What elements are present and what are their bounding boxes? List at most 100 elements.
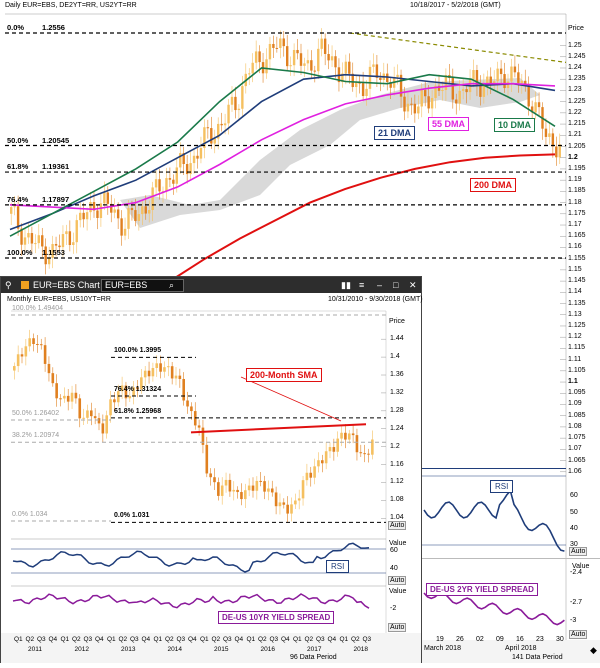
monthly-quarter-label: Q2 (118, 636, 128, 643)
monthly-price-tick: 1.32 (390, 388, 404, 396)
daily-candle-body (427, 96, 430, 109)
monthly-year-label: 2013 (121, 646, 136, 653)
monthly-candle-body (16, 354, 20, 367)
fib-level-value: 1.17897 (42, 194, 70, 204)
menu-icon[interactable]: ≡ (359, 280, 365, 290)
daily-data-period: 141 Data Period (512, 654, 563, 661)
label-55-dma: 55 DMA (428, 117, 470, 131)
monthly-rsi-auto[interactable]: Auto (388, 576, 407, 585)
daily-candle-body (41, 235, 44, 247)
monthly-rsi-tick: 40 (390, 565, 398, 572)
monthly-candle-body (240, 492, 243, 500)
monthly-fib-label: 76.4% 1.31324 (114, 385, 162, 393)
monthly-quarter-label: Q3 (176, 636, 186, 643)
price-tick-label: 1.18 (568, 198, 582, 206)
daily-candle-body (358, 82, 361, 84)
daily-spread-auto[interactable]: Auto (569, 630, 588, 639)
daily-candle-body (420, 90, 423, 107)
monthly-quarter-label: Q1 (14, 636, 23, 643)
close-button[interactable]: ✕ (409, 280, 417, 290)
daily-candle-body (289, 65, 292, 67)
search-icon[interactable]: ⌕ (169, 280, 175, 290)
monthly-year-label: 2016 (260, 646, 275, 653)
dma-55-line (9, 82, 556, 211)
monthly-candle-body (332, 447, 336, 452)
price-tick-label: 1.235 (568, 75, 586, 83)
daily-candle-body (96, 210, 99, 218)
monthly-candle-body (363, 453, 366, 455)
monthly-candle-body (13, 366, 16, 371)
daily-candle-body (89, 202, 92, 213)
price-tick-label: 1.125 (568, 321, 586, 329)
daily-candle-body (458, 90, 461, 104)
monthly-spread-tick: -2 (390, 605, 397, 612)
monthly-quarter-label: Q2 (72, 636, 81, 643)
price-tick-label: 1.215 (568, 120, 586, 128)
monthly-candle-body (47, 363, 51, 374)
monthly-candle-body (143, 370, 147, 378)
daily-candle-body (10, 207, 13, 214)
monthly-candle-body (263, 481, 266, 492)
daily-candle-body (361, 83, 365, 97)
monthly-candle-body (244, 490, 247, 500)
daily-candle-body (351, 73, 354, 88)
daily-x-label: 23 (536, 636, 544, 643)
monthly-candle-body (147, 370, 151, 377)
daily-candle-body (396, 74, 399, 78)
fib-level-pct: 76.4% (7, 194, 29, 204)
daily-rsi-auto[interactable]: Auto (569, 547, 588, 556)
monthly-candle-body (59, 398, 62, 400)
monthly-candle-body (20, 354, 24, 357)
window-titlebar[interactable]: ⚲ EUR=EBS Chart EUR=EBS ⌕ ▮▮ ≡ – □ ✕ (1, 277, 421, 293)
minimize-button[interactable]: – (377, 280, 383, 290)
daily-candle-body (279, 38, 282, 48)
label-10-dma: 10 DMA (494, 118, 536, 132)
monthly-candle-body (190, 406, 193, 412)
daily-candle-body (344, 61, 348, 74)
monthly-candle-body (128, 395, 132, 399)
daily-range: 10/18/2017 - 5/2/2018 (GMT) (410, 2, 501, 9)
price-tick-label: 1.09 (568, 400, 582, 408)
daily-candle-body (254, 51, 258, 63)
monthly-candle-body (39, 344, 43, 346)
link-icon[interactable]: ⚲ (5, 280, 12, 290)
monthly-quarter-label: Q1 (107, 636, 116, 643)
daily-candle-body (230, 96, 234, 105)
daily-candle-body (20, 228, 23, 245)
monthly-quarter-label: Q3 (316, 636, 325, 643)
monthly-fib-label: 100.0% 1.3995 (114, 347, 162, 355)
monthly-quarter-label: Q1 (60, 636, 70, 643)
monthly-fib-label: 38.2% 1.20974 (12, 432, 60, 440)
price-tick-label: 1.135 (568, 299, 586, 307)
monthly-spread-auto[interactable]: Auto (388, 623, 407, 632)
daily-header: Daily EUR=EBS, DE2YT=RR, US2YT=RR (5, 2, 137, 9)
daily-scroll-marker[interactable]: ◆ (590, 645, 597, 655)
monthly-candle-body (313, 466, 316, 478)
monthly-year-label: 2014 (167, 646, 182, 653)
daily-candle-body (65, 231, 68, 235)
monthly-price-tick: 1.04 (390, 514, 404, 522)
daily-x-month-2: April 2018 (505, 645, 537, 652)
daily-candle-body (455, 99, 458, 104)
ric-input[interactable]: EUR=EBS (101, 279, 184, 292)
daily-x-label: 16 (516, 636, 524, 643)
daily-candle-body (482, 84, 486, 97)
label-21-dma: 21 DMA (374, 126, 416, 140)
monthly-rsi-line (12, 542, 370, 573)
maximize-button[interactable]: □ (393, 280, 399, 290)
daily-candle-body (134, 210, 137, 221)
daily-candle-body (234, 96, 237, 111)
daily-candle-body (430, 97, 434, 109)
chart-type-icon[interactable]: ▮▮ (341, 280, 351, 290)
monthly-candle-body (328, 447, 332, 452)
monthly-candle-body (344, 432, 347, 440)
daily-candle-body (406, 103, 410, 112)
daily-candle-body (151, 187, 154, 210)
monthly-price-auto[interactable]: Auto (388, 521, 407, 530)
monthly-rsi-value: Value (389, 540, 407, 547)
daily-candle-body (23, 237, 27, 245)
monthly-candle-body (355, 435, 359, 453)
daily-candle-body (265, 59, 268, 74)
daily-candle-body (372, 64, 375, 67)
price-tick-label: 1.08 (568, 422, 582, 430)
